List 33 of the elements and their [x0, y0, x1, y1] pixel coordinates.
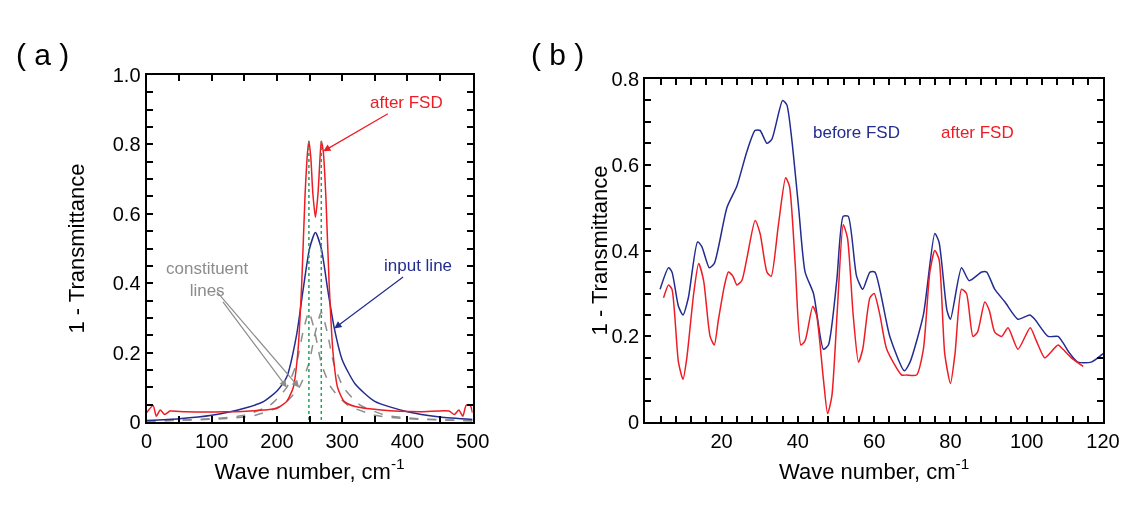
x-axis-title: Wave number, cm$^{-1}$: [779, 455, 970, 484]
x-tick-label: 200: [260, 430, 294, 453]
x-tick-label: 20: [710, 430, 733, 453]
y-tick-label: 0.8: [112, 133, 141, 156]
x-axis-title: Wave number, cm$^{-1}$: [214, 455, 405, 484]
chart-title: ( b ): [531, 38, 585, 71]
y-tick-label: 0.4: [112, 272, 141, 295]
y-tick-label: 0: [129, 411, 141, 434]
y-tick-label: 1.0: [112, 63, 141, 86]
y-axis-title: 1 - Transmittance: [64, 163, 90, 334]
y-tick-label: 0.6: [611, 153, 640, 176]
x-tick-label: 40: [786, 430, 809, 453]
y-tick-label: 0.4: [611, 239, 640, 262]
x-tick-label: 120: [1086, 430, 1120, 453]
x-tick-label: 500: [455, 430, 490, 453]
y-tick-label: 0.2: [611, 325, 640, 348]
chart-title: ( a ): [16, 38, 70, 71]
text: input line: [384, 256, 453, 275]
y-tick-label: 0.2: [112, 341, 141, 364]
x-tick-label: 100: [1010, 430, 1044, 453]
y-axis-title: 1 - Transmittance: [587, 165, 613, 336]
y-tick-label: 0.6: [112, 202, 141, 225]
y-tick-label: 0: [628, 411, 640, 434]
x-tick-label: 400: [390, 430, 425, 453]
y-tick-label: 0.8: [611, 68, 640, 90]
x-tick-label: 100: [195, 430, 229, 453]
text: after FSD: [941, 123, 1014, 142]
x-tick-label: 80: [939, 430, 962, 453]
series-label: before FSD: [813, 123, 900, 142]
x-tick-label: 300: [325, 430, 359, 453]
text: after FSD: [370, 93, 443, 112]
text: constituent lines: [166, 259, 249, 301]
x-tick-label: 60: [863, 430, 886, 453]
